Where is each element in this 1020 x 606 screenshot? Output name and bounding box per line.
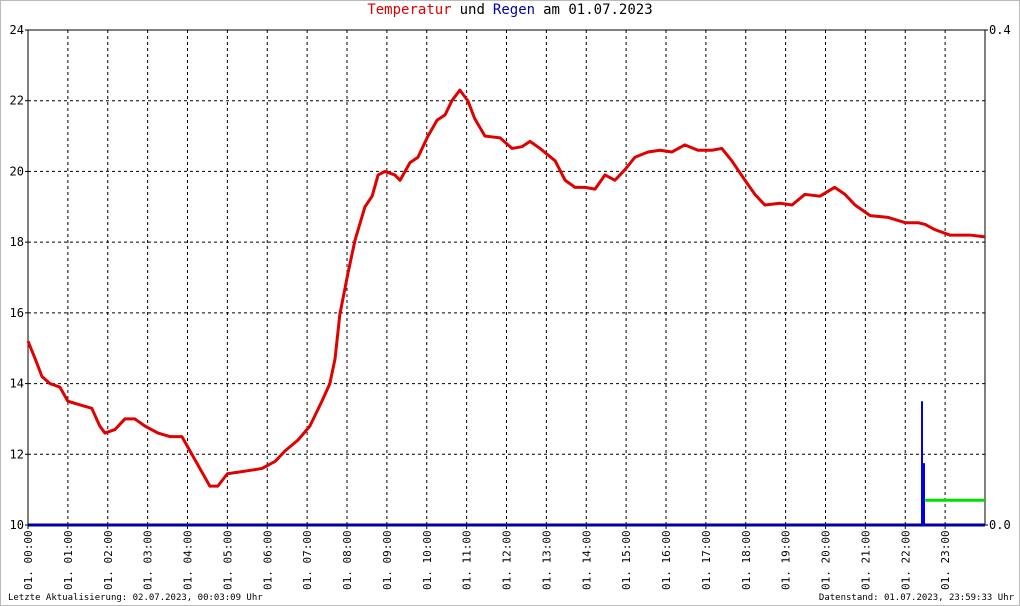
x-tick-label: 01. 11:00 bbox=[461, 530, 474, 590]
rain-bar bbox=[922, 463, 925, 525]
x-tick-label: 01. 08:00 bbox=[341, 530, 354, 590]
y2-tick-label: 0.0 bbox=[989, 518, 1011, 532]
x-tick-label: 01. 06:00 bbox=[261, 530, 274, 590]
x-tick-label: 01. 01:00 bbox=[62, 530, 75, 590]
y-tick-label: 24 bbox=[10, 23, 24, 37]
chart-title: Temperatur und Regen am 01.07.2023 bbox=[367, 2, 652, 18]
y2-tick-label: 0.4 bbox=[989, 23, 1011, 37]
footer-right: Datenstand: 01.07.2023, 23:59:33 Uhr bbox=[819, 593, 1015, 603]
x-tick-label: 01. 13:00 bbox=[540, 530, 553, 590]
data-line bbox=[26, 88, 986, 488]
x-tick-label: 01. 05:00 bbox=[221, 530, 234, 590]
x-tick-label: 01. 07:00 bbox=[301, 530, 314, 590]
title-part: am 01.07.2023 bbox=[543, 2, 653, 18]
title-part: Regen bbox=[493, 2, 535, 18]
y-tick-label: 22 bbox=[10, 94, 24, 108]
y-tick-label: 20 bbox=[10, 164, 24, 178]
y-tick-label: 14 bbox=[10, 377, 24, 391]
x-tick-label: 01. 20:00 bbox=[820, 530, 833, 590]
title-part: und bbox=[460, 2, 485, 18]
x-tick-label: 01. 03:00 bbox=[142, 530, 155, 590]
x-tick-label: 01. 04:00 bbox=[182, 530, 195, 590]
x-tick-label: 01. 02:00 bbox=[102, 530, 115, 590]
x-tick-label: 01. 09:00 bbox=[381, 530, 394, 590]
title-part: Temperatur bbox=[367, 2, 451, 18]
x-tick-label: 01. 15:00 bbox=[620, 530, 633, 590]
x-tick-label: 01. 23:00 bbox=[939, 530, 952, 590]
y-tick-label: 12 bbox=[10, 447, 24, 461]
y-tick-label: 10 bbox=[10, 518, 24, 532]
y-tick-label: 16 bbox=[10, 306, 24, 320]
rain-bar bbox=[920, 401, 923, 525]
x-tick-label: 01. 14:00 bbox=[580, 530, 593, 590]
x-tick-label: 01. 22:00 bbox=[899, 530, 912, 590]
x-tick-label: 01. 00:00 bbox=[22, 530, 35, 590]
x-tick-label: 01. 21:00 bbox=[859, 530, 872, 590]
x-tick-label: 01. 10:00 bbox=[421, 530, 434, 590]
x-tick-label: 01. 19:00 bbox=[780, 530, 793, 590]
y-tick-label: 18 bbox=[10, 235, 24, 249]
x-tick-label: 01. 17:00 bbox=[700, 530, 713, 590]
x-tick-label: 01. 16:00 bbox=[660, 530, 673, 590]
footer-left: Letzte Aktualisierung: 02.07.2023, 00:03… bbox=[8, 593, 263, 603]
x-tick-label: 01. 12:00 bbox=[501, 530, 514, 590]
x-tick-label: 01. 18:00 bbox=[740, 530, 753, 590]
